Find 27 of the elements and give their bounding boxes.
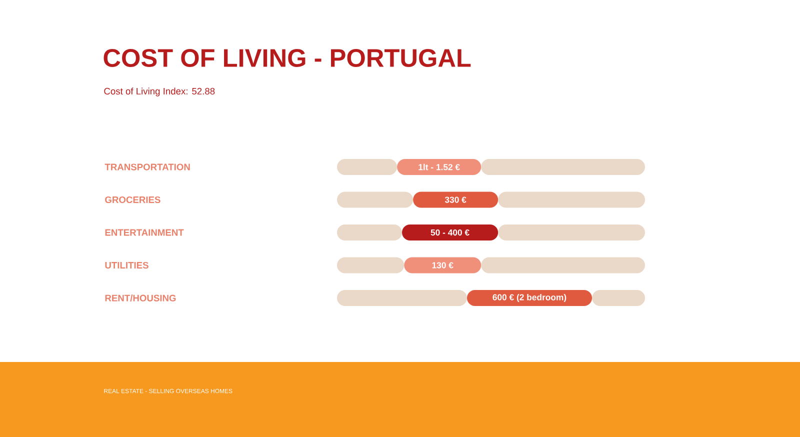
annotation: 600 € (2 bedroom) bbox=[492, 294, 566, 302]
y-tick-label: RENT/HOUSING bbox=[105, 294, 176, 302]
annotation: 50 - 400 € bbox=[430, 229, 470, 236]
bar bbox=[481, 158, 645, 176]
bar bbox=[498, 192, 645, 208]
bar bbox=[337, 257, 404, 274]
y-tick-label: ENTERTAINMENT bbox=[105, 229, 184, 236]
annotation: 130 € bbox=[432, 262, 454, 268]
text: Cost of Living Index: 52.88 bbox=[104, 88, 215, 96]
bar bbox=[337, 290, 467, 306]
bar bbox=[402, 224, 498, 241]
bar bbox=[337, 158, 398, 176]
bar bbox=[337, 192, 414, 208]
bar bbox=[413, 192, 498, 208]
y-tick-label: TRANSPORTATION bbox=[104, 164, 190, 170]
bar bbox=[481, 257, 645, 274]
bar bbox=[466, 290, 592, 306]
y-tick-label: UTILITIES bbox=[105, 262, 148, 269]
bar bbox=[397, 158, 482, 176]
bar bbox=[404, 257, 482, 274]
bar bbox=[337, 224, 402, 241]
bar bbox=[498, 224, 645, 241]
annotation: 1lt - 1.52 € bbox=[418, 164, 460, 170]
bar bbox=[592, 290, 645, 306]
y-tick-label: GROCERIES bbox=[105, 196, 160, 204]
annotation: 330 € bbox=[444, 196, 466, 203]
chart-title: COST OF LIVING - PORTUGAL bbox=[104, 49, 471, 67]
